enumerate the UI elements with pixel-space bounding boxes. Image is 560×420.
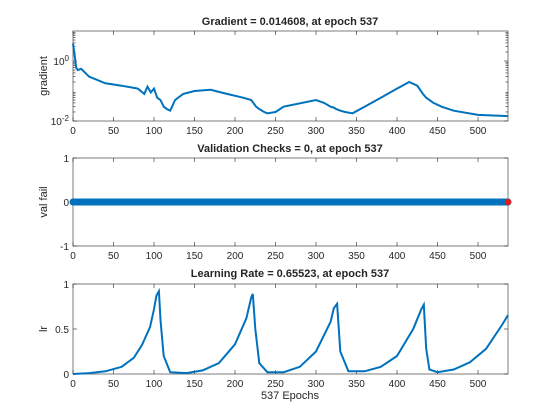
x-tick-label: 350 [348, 251, 365, 262]
gradient-ticks: 0 50 100 150 200 250 300 350 400 450 500 100 10-2 [51, 31, 508, 137]
gradient-title: Gradient = 0.014608, at epoch 537 [202, 16, 378, 28]
x-tick-label: 500 [470, 251, 487, 262]
x-tick-label: 250 [267, 379, 284, 390]
x-tick-label: 250 [267, 126, 284, 137]
x-tick-label: 250 [267, 251, 284, 262]
x-tick-label: 150 [186, 251, 203, 262]
learning-rate-axes-frame [72, 283, 509, 375]
y-tick-label: 0.5 [55, 325, 69, 336]
gradient-panel: Gradient = 0.014608, at epoch 537 0 50 100… [38, 16, 509, 137]
x-tick-label: 350 [348, 379, 365, 390]
x-tick-label: 100 [146, 251, 163, 262]
y-tick-label: 1 [63, 280, 69, 291]
y-tick-label: -1 [60, 242, 69, 253]
x-tick-label: 400 [389, 379, 406, 390]
x-tick-label: 50 [108, 251, 120, 262]
x-tick-label: 350 [348, 126, 365, 137]
validation-ticks: 0 50 100 150 200 250 300 350 400 450 500-101 [60, 154, 508, 262]
y-tick-label: 0 [63, 370, 69, 381]
y-tick-label: 0 [63, 198, 69, 209]
x-tick-label: 450 [429, 251, 446, 262]
x-tick-label: 300 [308, 379, 325, 390]
learning-rate-panel: Learning Rate = 0.65523, at epoch 537 0 5… [38, 268, 509, 402]
x-tick-label: 150 [186, 379, 203, 390]
x-tick-label: 150 [186, 126, 203, 137]
learning-rate-series-line [72, 287, 509, 375]
learning-rate-ylabel: lr [38, 326, 50, 332]
x-tick-label: 500 [470, 379, 487, 390]
x-tick-label: 500 [470, 126, 487, 137]
x-tick-label: 200 [227, 251, 244, 262]
x-tick-label: 100 [146, 126, 163, 137]
final-epoch-point [504, 198, 512, 206]
x-tick-label: 50 [108, 126, 120, 137]
x-tick-label: 200 [227, 379, 244, 390]
learning-rate-xlabel: 537 Epochs [261, 390, 320, 402]
x-tick-label: 300 [308, 126, 325, 137]
validation-ylabel: val fail [38, 186, 50, 217]
x-tick-label: 0 [70, 251, 76, 262]
x-tick-label: 50 [108, 379, 120, 390]
x-tick-label: 450 [429, 126, 446, 137]
validation-panel: Validation Checks = 0, at epoch 537 0 50 1… [38, 143, 512, 262]
validation-points [69, 198, 512, 206]
x-tick-label: 400 [389, 251, 406, 262]
learning-rate-title: Learning Rate = 0.65523, at epoch 537 [191, 268, 389, 280]
x-tick-label: 400 [389, 126, 406, 137]
gradient-series-line [72, 43, 509, 118]
y-tick-label: 100 [53, 54, 69, 68]
x-tick-label: 0 [70, 126, 76, 137]
gradient-ylabel: gradient [38, 56, 50, 96]
x-tick-label: 0 [70, 379, 76, 390]
x-tick-label: 300 [308, 251, 325, 262]
learning-rate-ticks: 0 50 100 150 200 250 300 350 400 450 500 0 0.5 1 [55, 280, 508, 390]
x-tick-label: 100 [146, 379, 163, 390]
y-tick-label: 1 [63, 154, 69, 165]
x-tick-label: 200 [227, 126, 244, 137]
y-tick-label: 10-2 [51, 114, 70, 128]
validation-title: Validation Checks = 0, at epoch 537 [197, 143, 383, 155]
x-tick-label: 450 [429, 379, 446, 390]
